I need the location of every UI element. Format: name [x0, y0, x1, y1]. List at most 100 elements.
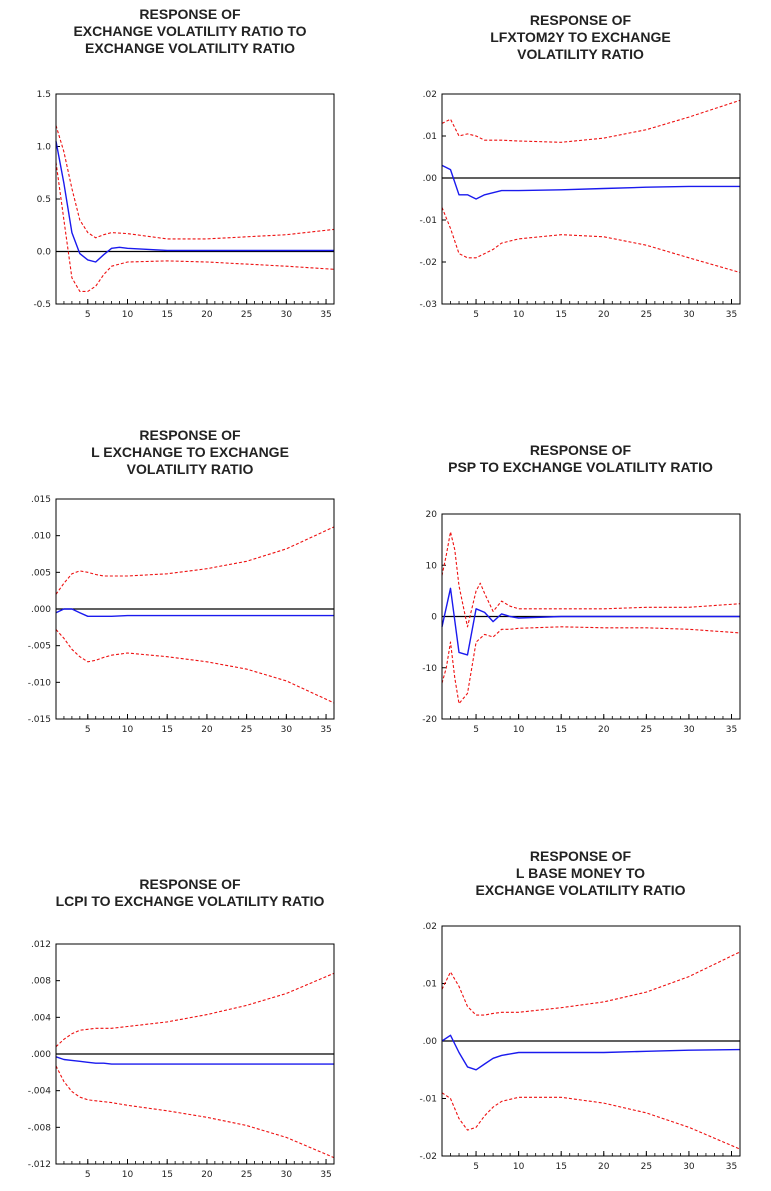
x-tick-label: 25	[241, 725, 252, 735]
y-tick-label: .005	[31, 568, 51, 578]
x-tick-label: 10	[122, 310, 134, 320]
upper-band-line	[55, 972, 335, 1048]
irf-plot: 5 10 15 20 25 30 35 -.03 -.02 -.01 .00 .01 .02	[419, 90, 741, 320]
irf-plot: 5 10 15 20 25 30 35 -0.5 0.0 0.5 1.0 1.5	[33, 90, 335, 320]
chart-title-line: RESPONSE OF	[529, 12, 632, 28]
y-tick-label: .01	[423, 980, 437, 990]
chart-title: RESPONSE OF PSP TO EXCHANGE VOLATILITY R…	[390, 442, 771, 476]
upper-band-line	[55, 526, 335, 595]
x-tick-label: 20	[201, 1170, 213, 1180]
response-line	[441, 1034, 741, 1071]
x-tick-label: 30	[281, 310, 293, 320]
y-tick-label: .00	[423, 174, 438, 184]
chart-panel-psp: RESPONSE OF PSP TO EXCHANGE VOLATILITY R…	[390, 420, 771, 750]
chart-title-line: RESPONSE OF	[139, 6, 241, 22]
x-tick-label: 35	[320, 310, 331, 320]
x-tick-label: 30	[683, 310, 695, 320]
response-line	[441, 587, 740, 656]
y-tick-label: .010	[31, 532, 51, 542]
lower-band-line	[441, 207, 741, 274]
irf-plot: 5 10 15 20 25 30 35 -20 -10 0 10 20	[422, 510, 741, 735]
y-tick-label: 0.0	[37, 248, 52, 258]
y-tick-label: .012	[31, 940, 51, 950]
lower-band-line	[55, 629, 335, 704]
y-tick-label: -.01	[419, 1095, 437, 1105]
chart-title: RESPONSE OF L BASE MONEY TO EXCHANGE VOL…	[390, 848, 771, 899]
y-tick-label: -10	[422, 664, 437, 674]
x-tick-label: 25	[641, 725, 652, 735]
y-tick-label: 20	[426, 510, 438, 520]
chart-title-line: RESPONSE OF	[139, 427, 241, 443]
y-tick-label: 10	[426, 561, 438, 571]
y-tick-label: -.008	[28, 1123, 52, 1133]
x-tick-label: 5	[85, 1170, 91, 1180]
y-tick-label: .008	[31, 977, 51, 987]
chart-panel-lfxtom2y: RESPONSE OF LFXTOM2Y TO EXCHANGE VOLATIL…	[390, 0, 771, 330]
upper-band-line	[441, 99, 741, 143]
lower-band-line	[441, 1092, 741, 1150]
x-tick-label: 15	[161, 310, 172, 320]
y-tick-label: -.03	[419, 300, 437, 310]
x-tick-label: 35	[726, 725, 737, 735]
chart-panel-l-exchange: RESPONSE OF L EXCHANGE TO EXCHANGE VOLAT…	[0, 420, 380, 750]
x-tick-label: 10	[513, 725, 525, 735]
plot-frame	[55, 93, 335, 305]
x-tick-label: 25	[641, 1162, 652, 1172]
x-tick-label: 25	[241, 1170, 252, 1180]
chart-panel-exchange-volatility: RESPONSE OF EXCHANGE VOLATILITY RATIO TO…	[0, 0, 380, 330]
lower-band-line	[55, 1065, 335, 1159]
plot-frame	[441, 93, 741, 305]
x-tick-label: 10	[122, 1170, 134, 1180]
y-tick-label: -.02	[419, 258, 437, 268]
chart-title-line: EXCHANGE VOLATILITY RATIO	[475, 882, 686, 898]
y-tick-label: -.02	[419, 1152, 437, 1162]
y-tick-label: 1.0	[37, 143, 52, 153]
x-tick-label: 20	[598, 725, 610, 735]
y-tick-label: .02	[423, 922, 437, 932]
y-tick-label: -.005	[28, 642, 51, 652]
chart-title: RESPONSE OF L EXCHANGE TO EXCHANGE VOLAT…	[0, 427, 380, 478]
y-tick-label: -.01	[419, 216, 437, 226]
x-tick-label: 30	[281, 725, 293, 735]
y-tick-label: .015	[31, 495, 51, 505]
irf-plot: 5 10 15 20 25 30 35 -.012 -.008 -.004 .000 .004 .008…	[28, 940, 335, 1180]
x-tick-label: 35	[320, 1170, 331, 1180]
chart-title-line: L EXCHANGE TO EXCHANGE	[91, 444, 289, 460]
chart-title: RESPONSE OF EXCHANGE VOLATILITY RATIO TO…	[0, 6, 380, 57]
chart-title-line: EXCHANGE VOLATILITY RATIO	[84, 40, 295, 56]
plot-frame	[441, 513, 741, 720]
y-tick-label: .000	[31, 1050, 51, 1060]
chart-title-line: RESPONSE OF	[529, 848, 632, 864]
upper-band-line	[441, 531, 741, 628]
irf-plot: 5 10 15 20 25 30 35 -.02 -.01 .00 .01 .02	[419, 922, 741, 1172]
y-tick-label: .01	[423, 132, 437, 142]
x-tick-label: 15	[555, 725, 566, 735]
chart-title-line: LFXTOM2Y TO EXCHANGE	[490, 29, 671, 45]
plot-frame	[55, 943, 335, 1165]
x-tick-label: 10	[122, 725, 134, 735]
y-tick-label: -.004	[28, 1087, 52, 1097]
x-tick-label: 25	[241, 310, 252, 320]
y-tick-label: -.010	[28, 678, 52, 688]
y-tick-label: .02	[423, 90, 437, 100]
response-line	[55, 608, 334, 617]
x-tick-label: 20	[598, 310, 610, 320]
x-tick-label: 20	[201, 725, 213, 735]
plot-frame	[55, 498, 335, 720]
x-tick-label: 20	[201, 310, 213, 320]
lower-band-line	[55, 162, 335, 292]
response-line	[441, 164, 740, 200]
x-tick-label: 15	[555, 1162, 566, 1172]
chart-title-line: RESPONSE OF	[139, 876, 241, 892]
chart-panel-l-base-money: RESPONSE OF L BASE MONEY TO EXCHANGE VOL…	[390, 840, 771, 1191]
x-tick-label: 5	[473, 725, 479, 735]
y-tick-label: -20	[422, 715, 437, 725]
chart-title-line: RESPONSE OF	[529, 442, 632, 458]
x-tick-label: 10	[513, 1162, 525, 1172]
lower-band-line	[441, 626, 741, 705]
y-tick-label: -.012	[28, 1160, 51, 1170]
chart-title-line: EXCHANGE VOLATILITY RATIO TO	[73, 23, 307, 39]
y-tick-label: .000	[31, 605, 51, 615]
x-tick-label: 20	[598, 1162, 610, 1172]
upper-band-line	[55, 125, 335, 240]
